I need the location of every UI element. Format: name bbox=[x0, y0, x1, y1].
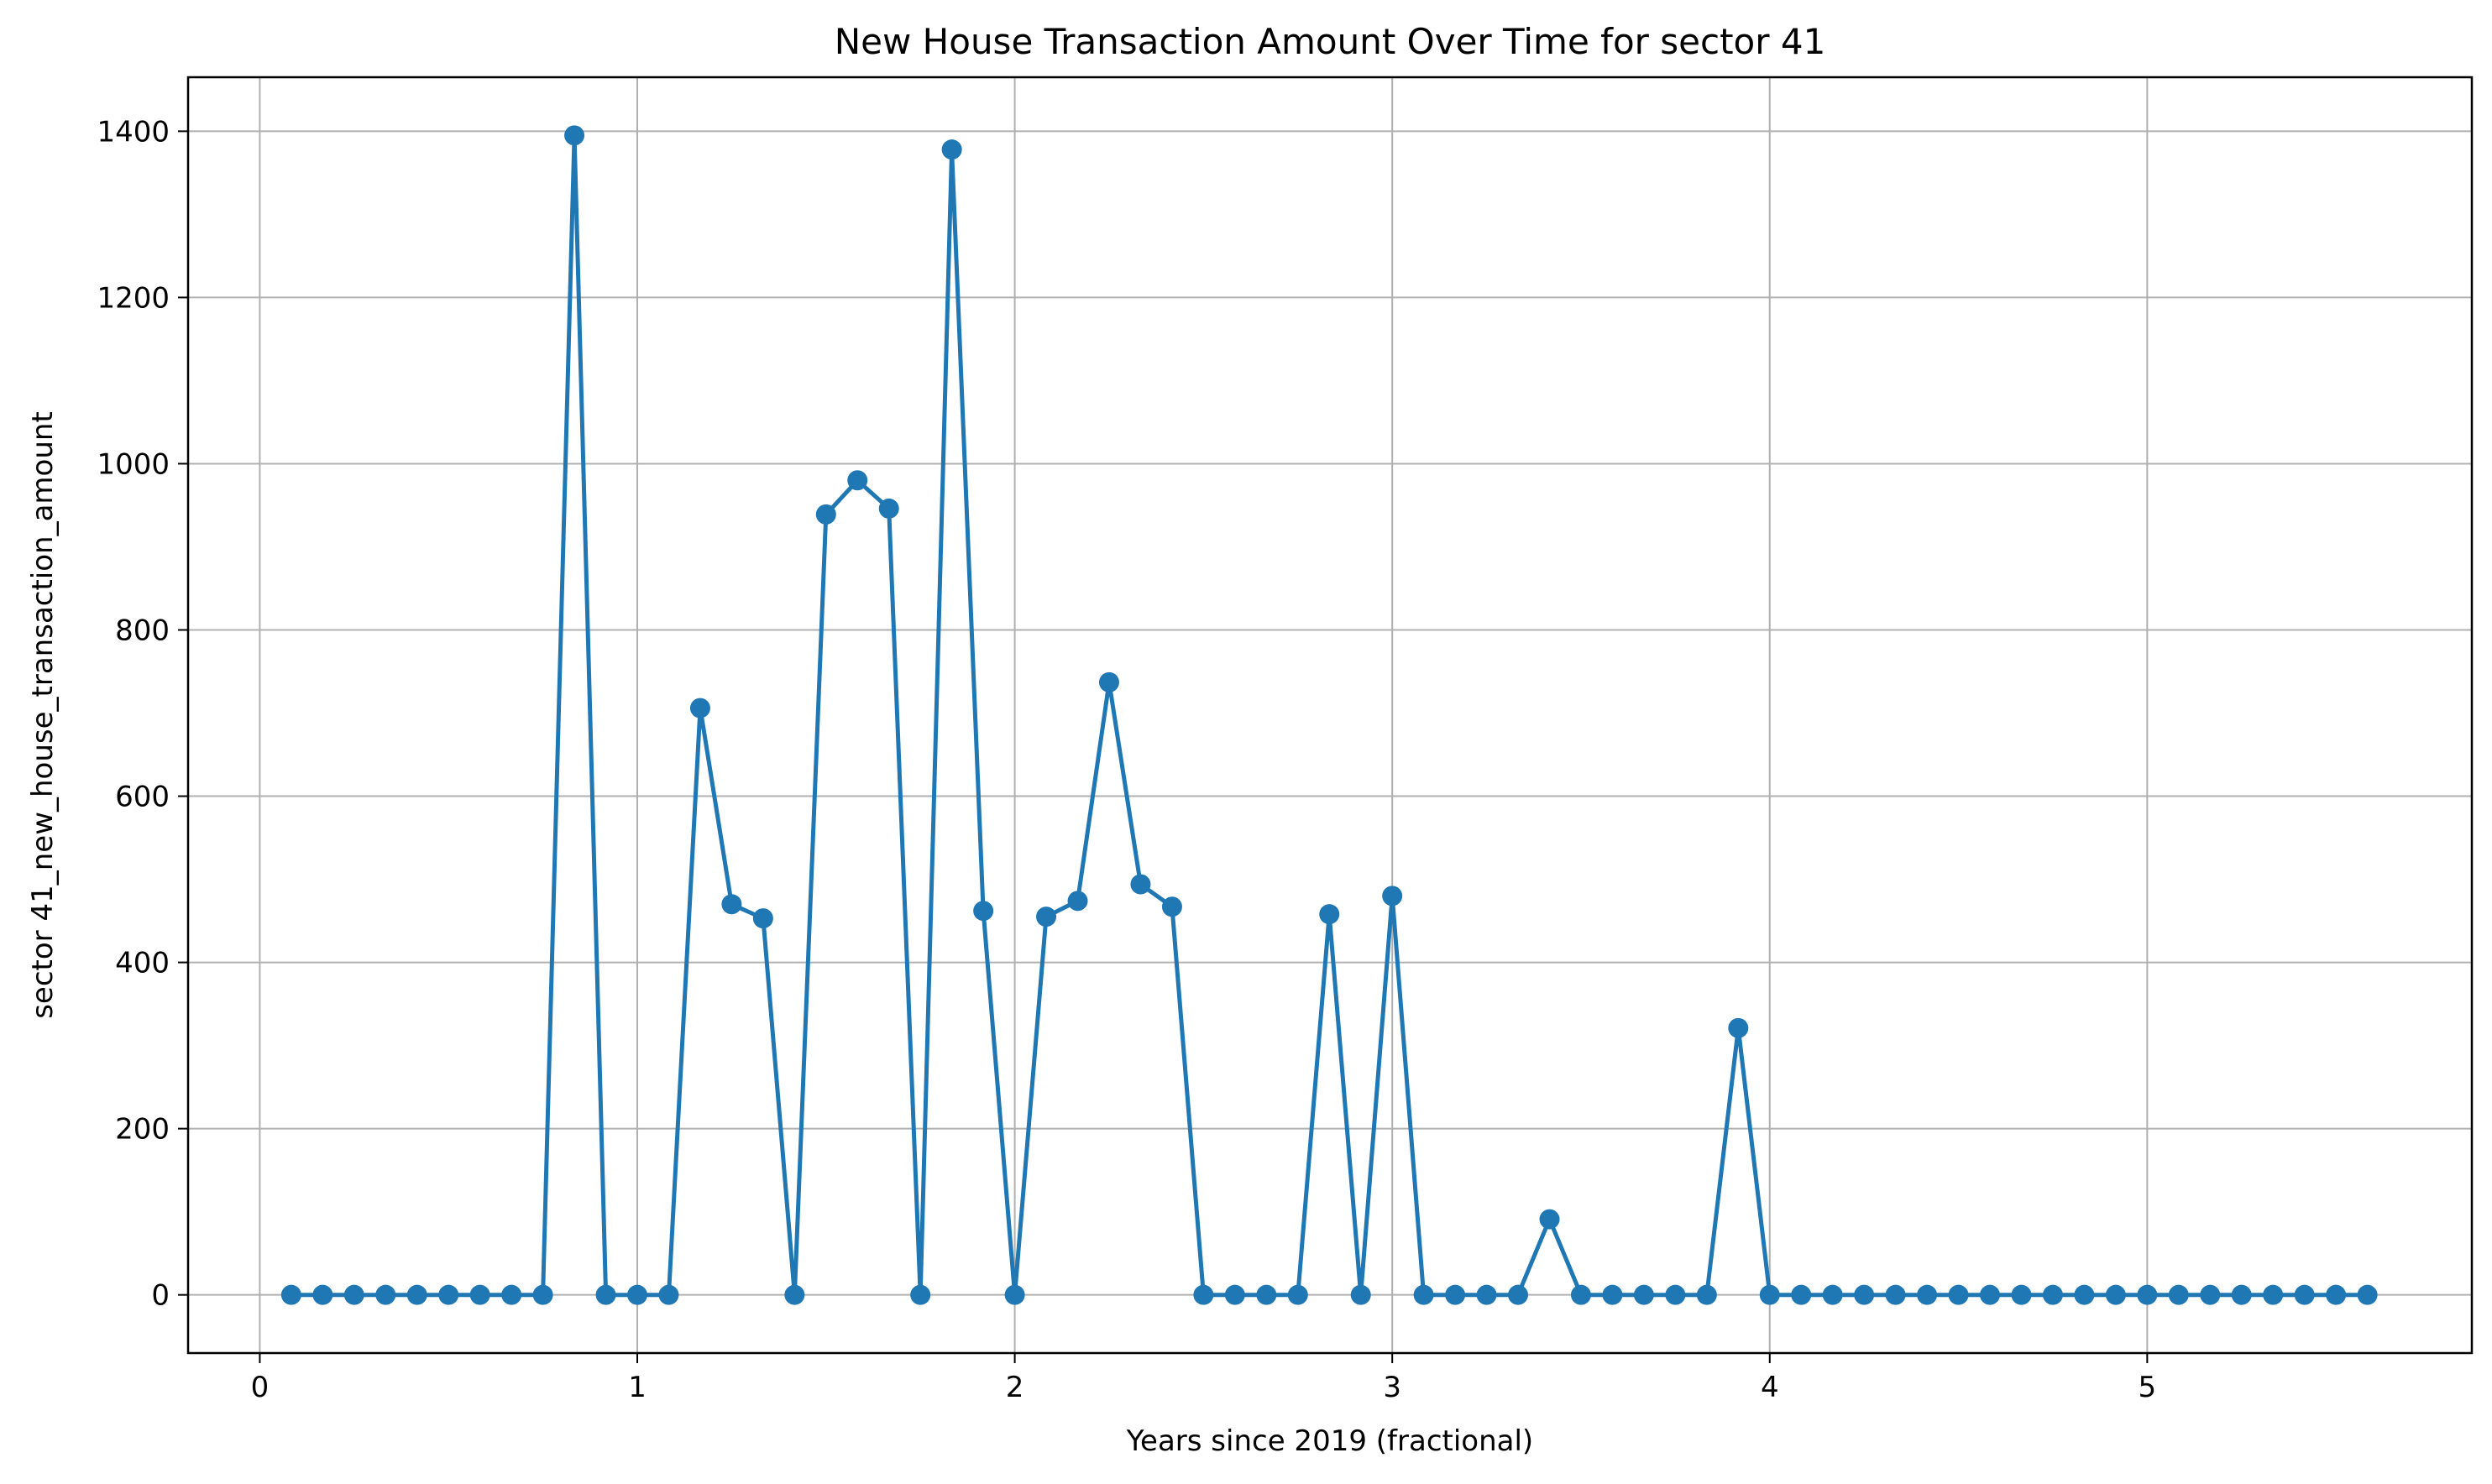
data-point bbox=[438, 1284, 459, 1305]
data-point bbox=[1130, 874, 1151, 895]
data-point bbox=[721, 894, 742, 915]
x-tick-label: 5 bbox=[2139, 1371, 2157, 1404]
data-point bbox=[1382, 886, 1403, 907]
data-point bbox=[1004, 1284, 1025, 1305]
data-point bbox=[564, 125, 585, 146]
data-point bbox=[1350, 1284, 1371, 1305]
data-point bbox=[1728, 1017, 1749, 1038]
data-point bbox=[1287, 1284, 1308, 1305]
data-point bbox=[1098, 671, 1119, 692]
data-point bbox=[1224, 1284, 1245, 1305]
data-point bbox=[1665, 1284, 1686, 1305]
data-point bbox=[1696, 1284, 1717, 1305]
data-point bbox=[343, 1284, 364, 1305]
x-tick-label: 1 bbox=[628, 1371, 647, 1404]
data-point bbox=[2137, 1284, 2158, 1305]
data-point bbox=[1822, 1284, 1843, 1305]
data-point bbox=[312, 1284, 333, 1305]
x-tick-label: 3 bbox=[1383, 1371, 1401, 1404]
data-point bbox=[1917, 1284, 1938, 1305]
x-tick-label: 2 bbox=[1006, 1371, 1024, 1404]
data-point bbox=[1948, 1284, 1969, 1305]
data-point bbox=[2294, 1284, 2315, 1305]
data-point bbox=[2263, 1284, 2284, 1305]
data-point bbox=[2105, 1284, 2126, 1305]
data-point bbox=[815, 504, 836, 525]
x-tick-label: 0 bbox=[251, 1371, 270, 1404]
data-point bbox=[469, 1284, 490, 1305]
data-point bbox=[941, 139, 962, 160]
data-point bbox=[973, 901, 994, 922]
y-tick-label: 1400 bbox=[97, 115, 170, 149]
y-tick-label: 400 bbox=[115, 947, 170, 980]
data-point bbox=[627, 1284, 648, 1305]
data-point bbox=[595, 1284, 616, 1305]
data-point bbox=[280, 1284, 301, 1305]
data-point bbox=[1256, 1284, 1277, 1305]
data-point bbox=[1602, 1284, 1623, 1305]
data-point bbox=[1570, 1284, 1591, 1305]
data-point bbox=[1067, 891, 1088, 912]
data-point bbox=[1193, 1284, 1214, 1305]
series-line bbox=[280, 125, 2378, 1305]
y-tick-label: 200 bbox=[115, 1113, 170, 1147]
data-point bbox=[1980, 1284, 2001, 1305]
data-point bbox=[375, 1284, 396, 1305]
series-polyline bbox=[291, 133, 2368, 1298]
axis-ticks: 0 1 2 3 4 5 0 200 400 600 800 1000 1200 1400 bbox=[97, 115, 2156, 1404]
data-point bbox=[2357, 1284, 2378, 1305]
x-tick-label: 4 bbox=[1761, 1371, 1779, 1404]
data-point bbox=[784, 1284, 805, 1305]
y-tick-label: 0 bbox=[151, 1279, 170, 1313]
x-axis-label: Years since 2019 (fractional) bbox=[1126, 1424, 1533, 1458]
data-point bbox=[1791, 1284, 1812, 1305]
data-point bbox=[1413, 1284, 1434, 1305]
data-point bbox=[2074, 1284, 2095, 1305]
data-point bbox=[2200, 1284, 2221, 1305]
data-point bbox=[752, 908, 773, 929]
data-point bbox=[501, 1284, 522, 1305]
data-point bbox=[1539, 1209, 1560, 1230]
y-tick-label: 1200 bbox=[97, 281, 170, 315]
y-tick-label: 800 bbox=[115, 614, 170, 648]
chart-title: New House Transaction Amount Over Time f… bbox=[835, 21, 1826, 62]
data-point bbox=[2231, 1284, 2252, 1305]
data-point bbox=[2042, 1284, 2063, 1305]
y-axis-label: sector 41_new_house_transaction_amount bbox=[26, 411, 60, 1019]
data-point bbox=[1854, 1284, 1875, 1305]
data-point bbox=[910, 1284, 931, 1305]
data-point bbox=[1319, 904, 1340, 925]
grid-lines bbox=[188, 77, 2472, 1353]
data-point bbox=[1476, 1284, 1497, 1305]
data-point bbox=[1036, 907, 1057, 928]
data-point bbox=[847, 470, 868, 491]
y-tick-label: 600 bbox=[115, 781, 170, 814]
data-point bbox=[1161, 896, 1182, 917]
data-point bbox=[1508, 1284, 1529, 1305]
data-point bbox=[1885, 1284, 1906, 1305]
data-point bbox=[532, 1284, 553, 1305]
data-point bbox=[406, 1284, 427, 1305]
data-point bbox=[2168, 1284, 2189, 1305]
data-point bbox=[878, 498, 899, 519]
data-point bbox=[1633, 1284, 1654, 1305]
data-point bbox=[1445, 1284, 1466, 1305]
data-point bbox=[2326, 1284, 2347, 1305]
y-tick-label: 1000 bbox=[97, 447, 170, 481]
data-point bbox=[658, 1284, 679, 1305]
data-point bbox=[689, 698, 710, 718]
data-point bbox=[1759, 1284, 1780, 1305]
data-point bbox=[2011, 1284, 2032, 1305]
plot-frame bbox=[186, 76, 2474, 1355]
